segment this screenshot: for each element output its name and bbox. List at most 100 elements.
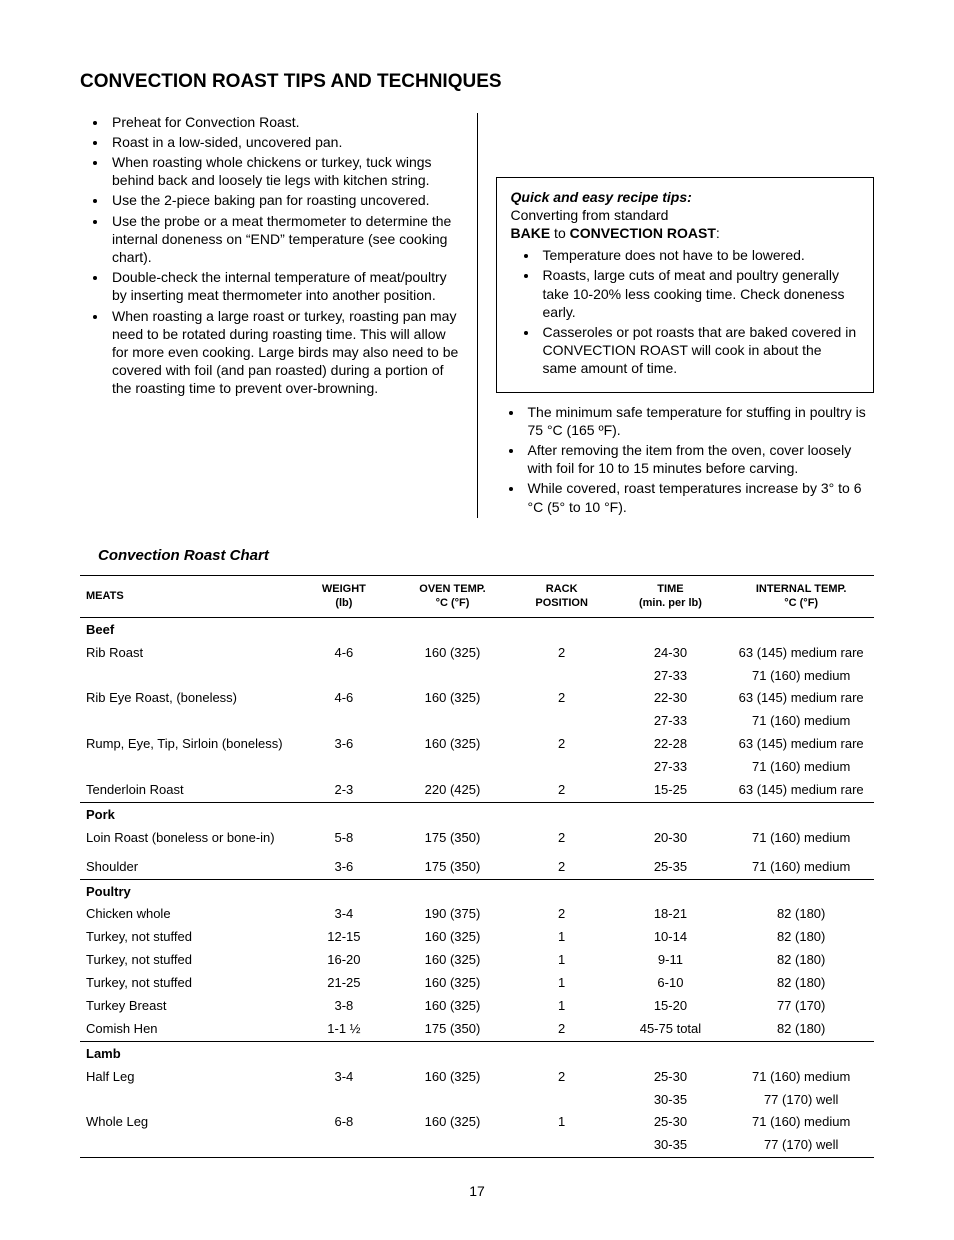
- table-cell: 1: [511, 1111, 613, 1134]
- table-cell: 2: [511, 903, 613, 926]
- table-cell: [613, 617, 729, 641]
- list-item: Preheat for Convection Roast.: [108, 113, 459, 131]
- tips-box-title: Quick and easy recipe tips:: [511, 188, 860, 206]
- table-cell: 1: [511, 995, 613, 1018]
- convert-to: to: [550, 225, 569, 241]
- table-cell: 2: [511, 779, 613, 802]
- col-meats: MEATS: [80, 576, 294, 618]
- table-header-row: MEATS WEIGHT (lb) OVEN TEMP. °C (°F) RAC…: [80, 576, 874, 618]
- col-time: TIME (min. per lb): [613, 576, 729, 618]
- right-bullets: The minimum safe temperature for stuffin…: [496, 403, 875, 516]
- col-oven: OVEN TEMP. °C (°F): [394, 576, 511, 618]
- table-cell: 175 (350): [394, 827, 511, 850]
- table-cell: [511, 756, 613, 779]
- table-cell: Turkey, not stuffed: [80, 972, 294, 995]
- col-int-l1: INTERNAL TEMP.: [756, 583, 847, 595]
- table-cell: 63 (145) medium rare: [728, 642, 874, 665]
- col-oven-l2: °C (°F): [436, 597, 470, 609]
- table-cell: [613, 802, 729, 826]
- table-cell: 21-25: [294, 972, 395, 995]
- table-cell: [511, 879, 613, 903]
- tips-box-convert-line: Converting from standard BAKE to CONVECT…: [511, 206, 860, 242]
- table-row: Turkey Breast3-8160 (325)115-2077 (170): [80, 995, 874, 1018]
- list-item: Double-check the internal temperature of…: [108, 268, 459, 304]
- table-cell: [294, 802, 395, 826]
- table-cell: Loin Roast (boneless or bone-in): [80, 827, 294, 850]
- col-weight: WEIGHT (lb): [294, 576, 395, 618]
- table-row: Tenderloin Roast2-3220 (425)215-2563 (14…: [80, 779, 874, 802]
- table-cell: [80, 1134, 294, 1157]
- col-oven-l1: OVEN TEMP.: [419, 583, 485, 595]
- table-row: Rump, Eye, Tip, Sirloin (boneless)3-6160…: [80, 733, 874, 756]
- right-column: Quick and easy recipe tips: Converting f…: [478, 113, 875, 518]
- table-cell: [728, 617, 874, 641]
- table-cell: 1: [511, 949, 613, 972]
- left-column: Preheat for Convection Roast.Roast in a …: [80, 113, 478, 518]
- table-cell: [394, 802, 511, 826]
- table-cell: Turkey, not stuffed: [80, 926, 294, 949]
- table-cell: [511, 1041, 613, 1065]
- table-cell: [394, 1089, 511, 1112]
- table-cell: 27-33: [613, 665, 729, 688]
- table-cell: [394, 710, 511, 733]
- table-cell: 22-30: [613, 687, 729, 710]
- table-body: BeefRib Roast4-6160 (325)224-3063 (145) …: [80, 617, 874, 1157]
- table-cell: Pork: [80, 802, 294, 826]
- table-cell: 3-4: [294, 1066, 395, 1089]
- table-cell: Poultry: [80, 879, 294, 903]
- table-cell: 63 (145) medium rare: [728, 779, 874, 802]
- table-cell: [728, 802, 874, 826]
- table-row: Comish Hen1-1 ½175 (350)245-75 total82 (…: [80, 1018, 874, 1041]
- table-cell: 2: [511, 1066, 613, 1089]
- table-row: Pork: [80, 802, 874, 826]
- table-cell: 160 (325): [394, 995, 511, 1018]
- table-cell: 175 (350): [394, 1018, 511, 1041]
- table-cell: 1-1 ½: [294, 1018, 395, 1041]
- table-cell: 16-20: [294, 949, 395, 972]
- table-cell: 2: [511, 733, 613, 756]
- table-cell: 63 (145) medium rare: [728, 733, 874, 756]
- table-cell: 82 (180): [728, 903, 874, 926]
- table-cell: [613, 879, 729, 903]
- table-cell: [80, 1089, 294, 1112]
- col-weight-l2: (lb): [335, 597, 352, 609]
- table-cell: [394, 617, 511, 641]
- list-item: When roasting a large roast or turkey, r…: [108, 307, 459, 398]
- table-cell: 2: [511, 687, 613, 710]
- table-row: Turkey, not stuffed16-20160 (325)19-1182…: [80, 949, 874, 972]
- col-internal: INTERNAL TEMP. °C (°F): [728, 576, 874, 618]
- table-cell: 5-8: [294, 827, 395, 850]
- list-item: After removing the item from the oven, c…: [524, 441, 875, 477]
- col-int-l2: °C (°F): [784, 597, 818, 609]
- table-cell: 71 (160) medium: [728, 665, 874, 688]
- table-row: 27-3371 (160) medium: [80, 756, 874, 779]
- roast-chart-table: MEATS WEIGHT (lb) OVEN TEMP. °C (°F) RAC…: [80, 575, 874, 1158]
- list-item: The minimum safe temperature for stuffin…: [524, 403, 875, 439]
- table-cell: [394, 1041, 511, 1065]
- table-cell: 160 (325): [394, 1111, 511, 1134]
- table-cell: 2: [511, 827, 613, 850]
- convert-colon: :: [716, 225, 720, 241]
- table-cell: 77 (170) well: [728, 1134, 874, 1157]
- table-cell: 2: [511, 642, 613, 665]
- convert-bake: BAKE: [511, 225, 551, 241]
- table-cell: Whole Leg: [80, 1111, 294, 1134]
- table-cell: 71 (160) medium: [728, 1066, 874, 1089]
- table-cell: Comish Hen: [80, 1018, 294, 1041]
- table-cell: 160 (325): [394, 926, 511, 949]
- table-row: Chicken whole3-4190 (375)218-2182 (180): [80, 903, 874, 926]
- table-cell: Tenderloin Roast: [80, 779, 294, 802]
- table-row: Lamb: [80, 1041, 874, 1065]
- col-rack-l1: RACK: [546, 583, 578, 595]
- convert-roast: CONVECTION ROAST: [570, 225, 716, 241]
- tips-box-bullets: Temperature does not have to be lowered.…: [511, 246, 860, 377]
- table-cell: 82 (180): [728, 1018, 874, 1041]
- table-cell: Beef: [80, 617, 294, 641]
- table-cell: [511, 665, 613, 688]
- table-cell: [511, 802, 613, 826]
- table-cell: [294, 710, 395, 733]
- table-cell: [613, 1041, 729, 1065]
- chart-title: Convection Roast Chart: [98, 546, 874, 566]
- table-row: Half Leg3-4160 (325)225-3071 (160) mediu…: [80, 1066, 874, 1089]
- table-cell: 71 (160) medium: [728, 856, 874, 879]
